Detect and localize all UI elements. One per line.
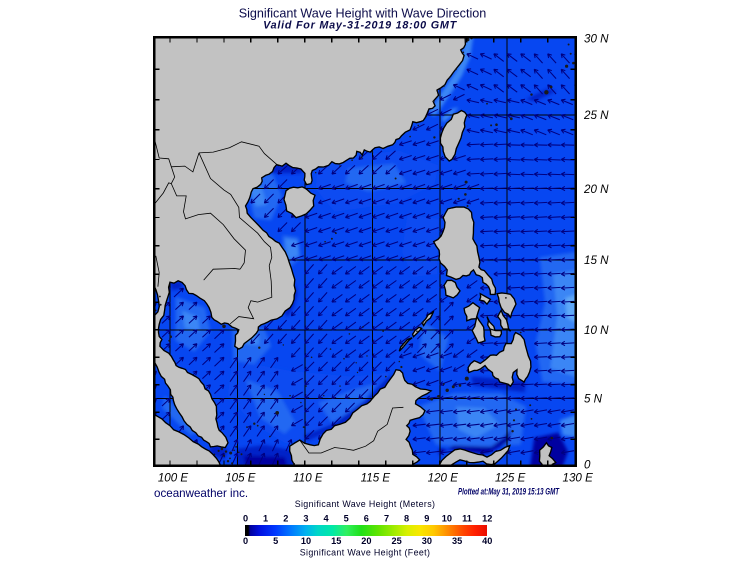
svg-text:20: 20 (361, 536, 371, 546)
svg-text:oceanweather inc.: oceanweather inc. (154, 487, 248, 500)
svg-text:110 E: 110 E (293, 472, 323, 485)
svg-text:6: 6 (364, 513, 369, 523)
svg-text:35: 35 (452, 536, 462, 546)
svg-text:20 N: 20 N (583, 183, 609, 196)
svg-text:15: 15 (331, 536, 341, 546)
svg-text:30 N: 30 N (584, 32, 609, 45)
svg-text:5: 5 (273, 536, 278, 546)
svg-text:15 N: 15 N (584, 254, 609, 267)
svg-text:3: 3 (303, 513, 308, 523)
svg-text:130 E: 130 E (563, 472, 594, 485)
svg-text:30: 30 (422, 536, 432, 546)
svg-text:0: 0 (584, 459, 591, 472)
svg-text:4: 4 (324, 513, 330, 523)
svg-text:Plotted at:May 31, 2019 15:13: Plotted at:May 31, 2019 15:13 GMT (458, 487, 560, 497)
svg-text:0: 0 (243, 513, 248, 523)
svg-text:100 E: 100 E (158, 472, 189, 485)
svg-text:10: 10 (301, 536, 311, 546)
svg-text:10: 10 (442, 513, 452, 523)
svg-text:0: 0 (243, 536, 248, 546)
svg-text:Valid For May-31-2019 18:00 GM: Valid For May-31-2019 18:00 GMT (263, 20, 458, 32)
svg-text:8: 8 (404, 513, 409, 523)
svg-text:Significant Wave Height (Feet): Significant Wave Height (Feet) (300, 548, 431, 558)
svg-text:115 E: 115 E (361, 472, 391, 485)
svg-text:120 E: 120 E (428, 472, 459, 485)
svg-text:5 N: 5 N (584, 393, 603, 406)
svg-text:Significant Wave Height with W: Significant Wave Height with Wave Direct… (239, 7, 487, 21)
svg-text:105 E: 105 E (225, 472, 256, 485)
svg-text:7: 7 (384, 513, 389, 523)
svg-text:1: 1 (263, 513, 268, 523)
svg-text:10 N: 10 N (584, 324, 609, 337)
svg-text:11: 11 (462, 513, 472, 523)
svg-text:5: 5 (344, 513, 349, 523)
svg-text:9: 9 (424, 513, 429, 523)
svg-text:2: 2 (283, 513, 288, 523)
svg-text:125 E: 125 E (495, 472, 526, 485)
svg-text:40: 40 (482, 536, 492, 546)
svg-text:25 N: 25 N (583, 109, 609, 122)
svg-text:25: 25 (391, 536, 401, 546)
svg-text:Significant Wave Height (Meter: Significant Wave Height (Meters) (295, 499, 436, 509)
svg-text:12: 12 (482, 513, 492, 523)
